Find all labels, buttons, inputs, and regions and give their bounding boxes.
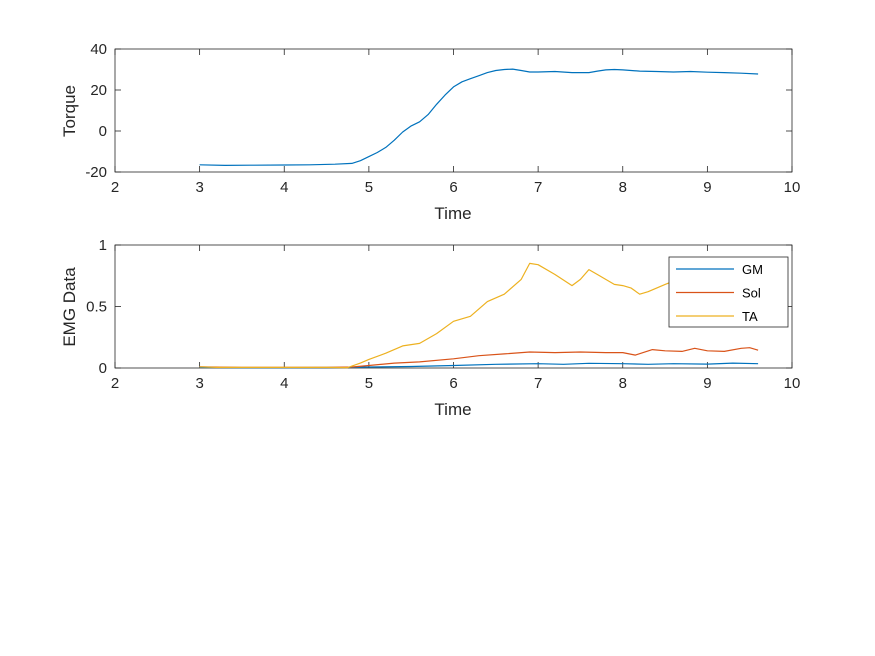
emg-x-tick-label: 5 (365, 375, 373, 392)
emg-series-line-sol (199, 347, 759, 368)
emg-x-tick-label: 9 (703, 375, 711, 392)
emg-x-ticks: 2 3 4 5 6 7 8 9 10 (111, 245, 801, 392)
emg-series-line-ta (199, 262, 679, 369)
torque-x-tick-label: 3 (195, 179, 203, 196)
emg-y-tick-label: 1 (99, 237, 107, 254)
emg-x-tick-label: 6 (449, 375, 457, 392)
torque-x-axis-label: Time (434, 204, 471, 223)
emg-y-tick-label: 0 (99, 360, 107, 377)
emg-y-axis-label: EMG Data (60, 267, 79, 347)
torque-x-tick-label: 6 (449, 179, 457, 196)
emg-x-axis-label: Time (434, 400, 471, 419)
emg-x-tick-label: 2 (111, 375, 119, 392)
emg-y-ticks: 00.51 (86, 237, 792, 377)
emg-x-tick-label: 3 (195, 375, 203, 392)
emg-x-tick-label: 8 (619, 375, 627, 392)
legend-label-sol: Sol (742, 286, 761, 301)
torque-axes: 2 3 4 5 6 7 8 9 10 -20 0 20 40 Time Torque (60, 41, 800, 223)
torque-y-tick-label: 40 (90, 41, 107, 58)
torque-x-ticks: 2 3 4 5 6 7 8 9 10 (111, 49, 801, 196)
emg-legend: GM Sol TA (668, 256, 789, 328)
emg-x-tick-label: 4 (280, 375, 288, 392)
torque-x-tick-label: 7 (534, 179, 542, 196)
emg-x-tick-label: 7 (534, 375, 542, 392)
legend-label-ta: TA (742, 309, 758, 324)
torque-y-tick-label: 20 (90, 82, 107, 99)
torque-plot-box (114, 48, 793, 173)
legend-label-gm: GM (742, 262, 763, 277)
torque-y-axis-label: Torque (60, 85, 79, 137)
torque-y-tick-label: 0 (99, 123, 107, 140)
torque-lines (199, 68, 759, 166)
torque-y-ticks: -20 0 20 40 (85, 41, 792, 181)
torque-x-tick-label: 5 (365, 179, 373, 196)
torque-x-tick-label: 9 (703, 179, 711, 196)
torque-x-tick-label: 8 (619, 179, 627, 196)
torque-x-tick-label: 2 (111, 179, 119, 196)
torque-y-tick-label: -20 (85, 164, 107, 181)
torque-x-tick-label: 4 (280, 179, 288, 196)
emg-y-tick-label: 0.5 (86, 299, 107, 316)
torque-series-line-0 (199, 68, 759, 166)
torque-x-tick-label: 10 (784, 179, 801, 196)
emg-x-tick-label: 10 (784, 375, 801, 392)
emg-lines (199, 262, 759, 369)
